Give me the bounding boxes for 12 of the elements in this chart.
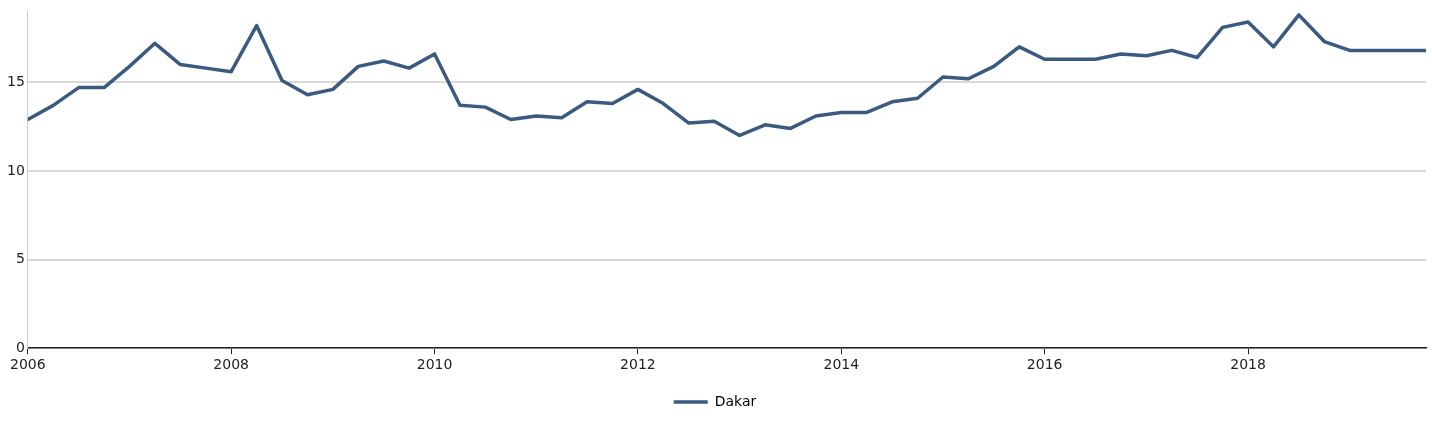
x-tick-label: 2008 (213, 356, 250, 373)
y-tick-label: 15 (6, 72, 25, 89)
x-tick-label: 2014 (823, 356, 860, 373)
x-tick-label: 2012 (620, 356, 656, 373)
x-tick-label: 2018 (1230, 356, 1266, 373)
legend-label: Dakar (714, 392, 757, 409)
x-tick-label: 2010 (416, 356, 453, 373)
y-tick-label: 5 (15, 250, 25, 267)
y-tick-label: 10 (6, 161, 25, 178)
x-tick-label: 2016 (1026, 356, 1063, 373)
y-tick-label: 0 (15, 338, 25, 355)
x-tick-label: 2006 (9, 356, 46, 373)
